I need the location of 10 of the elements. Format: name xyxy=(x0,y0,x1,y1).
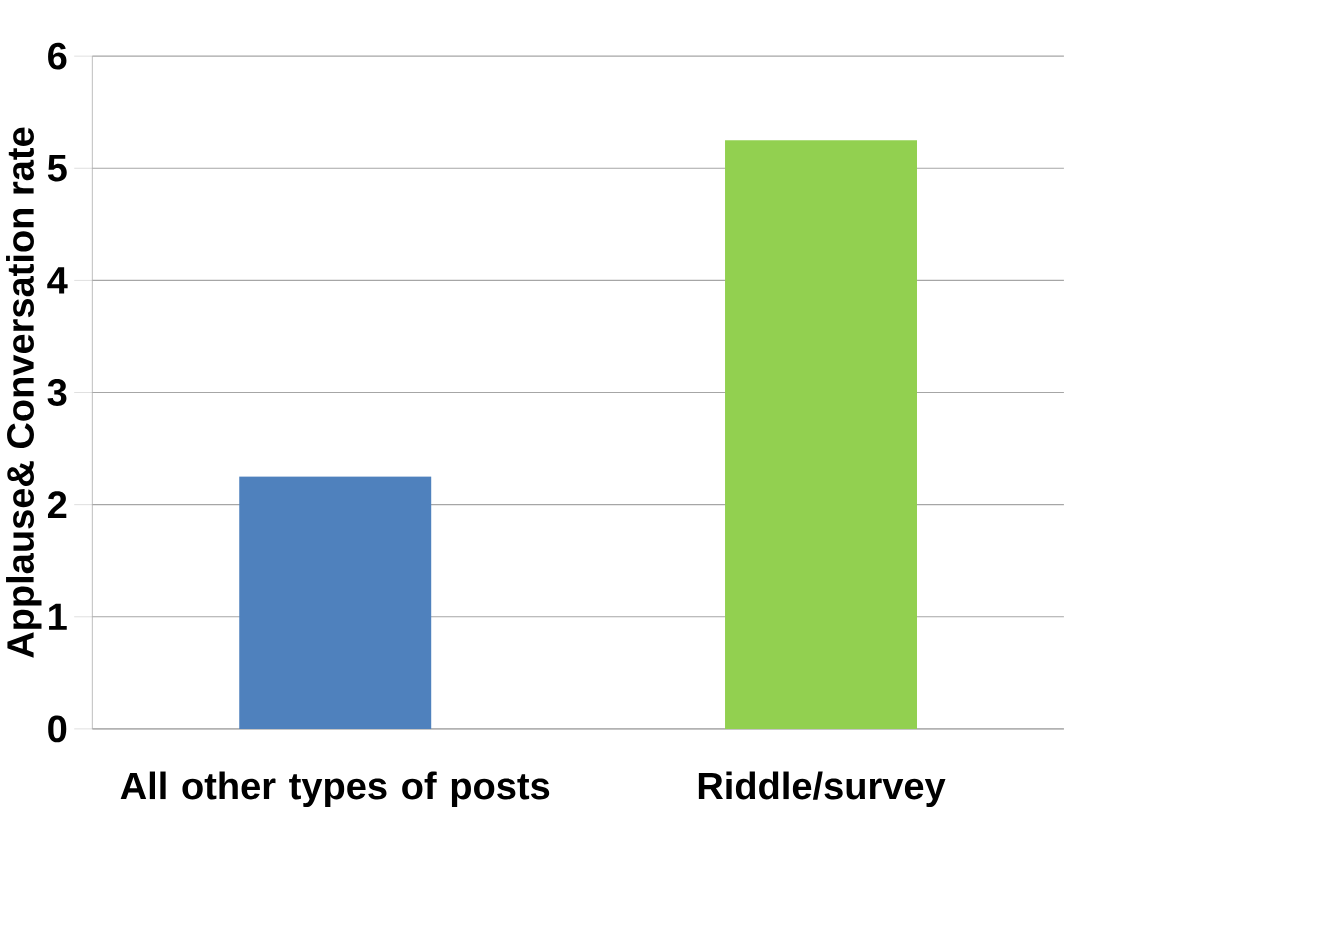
y-tick-label: 6 xyxy=(48,42,67,70)
y-tick-label: 4 xyxy=(47,267,68,294)
y-tick-label: 3 xyxy=(47,378,67,406)
y-tick-label: 0 xyxy=(48,715,67,743)
y-tick-label: 2 xyxy=(47,491,67,518)
y-tick-label: 5 xyxy=(47,154,67,182)
x-tick-label: Riddle/survey xyxy=(698,771,946,807)
y-axis-title: Applause& Conversation rate xyxy=(6,127,42,658)
y-tick-label: 1 xyxy=(49,603,67,630)
x-tick-label: All other types of posts xyxy=(120,771,550,807)
